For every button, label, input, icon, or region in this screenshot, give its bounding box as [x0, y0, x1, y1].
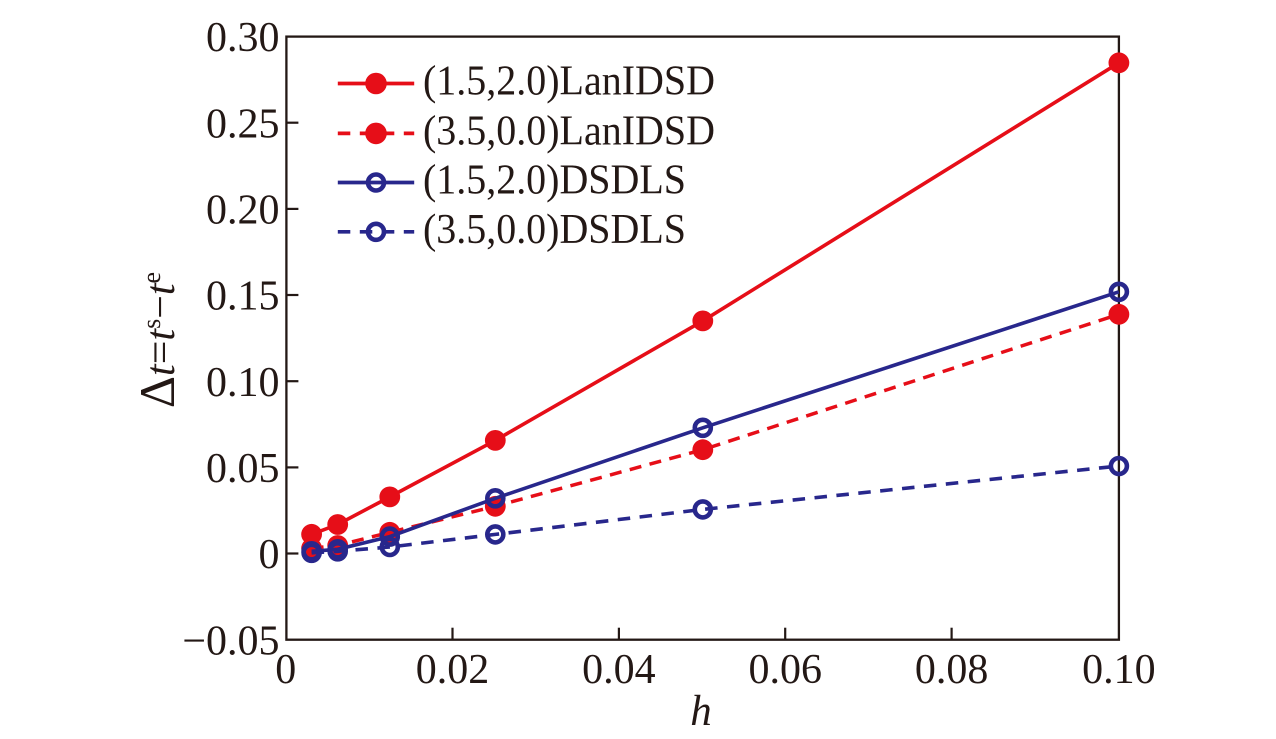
svg-text:0.02: 0.02: [416, 647, 490, 693]
svg-text:(3.5,0.0)LanIDSD: (3.5,0.0)LanIDSD: [423, 108, 715, 154]
svg-text:0: 0: [259, 532, 280, 578]
svg-text:0: 0: [275, 647, 296, 693]
svg-text:(3.5,0.0)DSDLS: (3.5,0.0)DSDLS: [423, 207, 686, 253]
svg-text:0.30: 0.30: [206, 15, 280, 61]
svg-text:(1.5,2.0)LanIDSD: (1.5,2.0)LanIDSD: [423, 59, 715, 105]
svg-text:0.08: 0.08: [915, 647, 989, 693]
svg-text:0.15: 0.15: [206, 274, 280, 320]
svg-text:0.06: 0.06: [748, 647, 822, 693]
svg-text:0.25: 0.25: [206, 101, 280, 147]
svg-text:h: h: [690, 688, 712, 735]
svg-text:−0.05: −0.05: [182, 618, 279, 664]
svg-text:0.10: 0.10: [206, 360, 280, 406]
svg-text:Δt=ts−te: Δt=ts−te: [129, 272, 185, 408]
svg-text:0.05: 0.05: [206, 446, 280, 492]
svg-text:0.10: 0.10: [1082, 647, 1156, 693]
svg-text:0.04: 0.04: [582, 647, 656, 693]
svg-text:0.20: 0.20: [206, 188, 280, 234]
svg-text:(1.5,2.0)DSDLS: (1.5,2.0)DSDLS: [423, 158, 686, 204]
